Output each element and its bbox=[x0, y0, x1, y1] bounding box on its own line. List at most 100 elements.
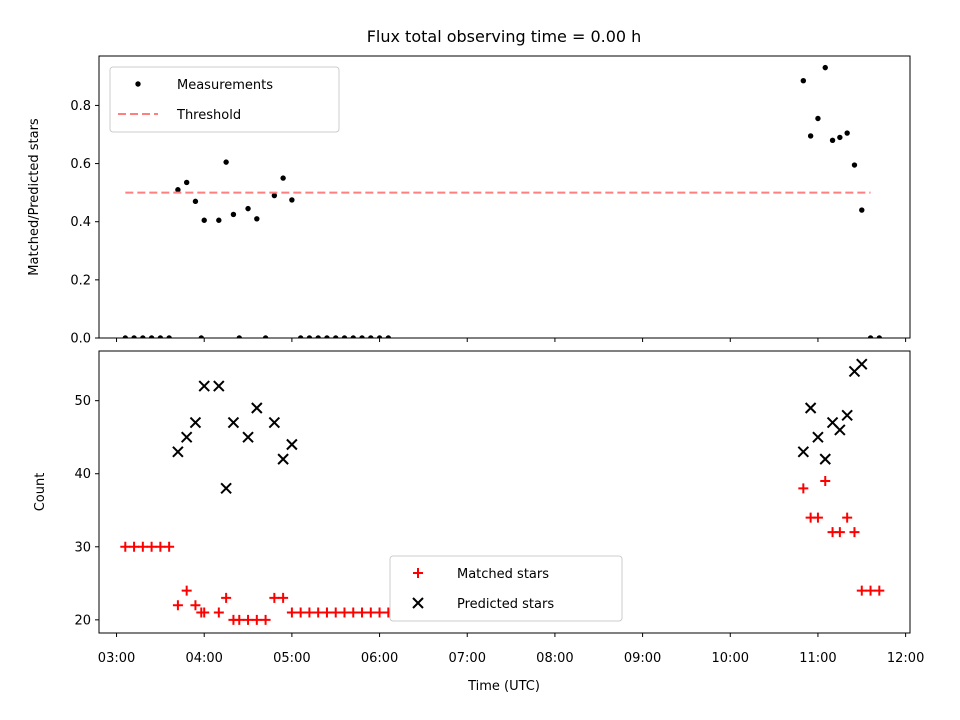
measurement-point bbox=[315, 335, 321, 338]
y-tick-label: 50 bbox=[74, 394, 91, 409]
matched-star-marker bbox=[234, 614, 245, 625]
measurement-point bbox=[876, 335, 883, 338]
measurement-point bbox=[198, 335, 204, 338]
legend-label: Measurements bbox=[177, 78, 273, 93]
matched-star-marker bbox=[190, 600, 201, 611]
x-tick-label: 08:00 bbox=[536, 651, 573, 666]
measurement-point bbox=[140, 335, 146, 338]
legend-box bbox=[389, 555, 623, 622]
matched-star-marker bbox=[278, 592, 289, 603]
predicted-star-marker bbox=[819, 453, 831, 465]
measurement-point bbox=[166, 335, 172, 338]
predicted-star-marker bbox=[251, 402, 263, 414]
x-axis-label: Time (UTC) bbox=[467, 679, 540, 694]
predicted-star-marker bbox=[286, 438, 298, 451]
measurement-point bbox=[350, 335, 356, 338]
matched-star-marker bbox=[260, 614, 271, 625]
y-axis-label: Count bbox=[33, 473, 48, 512]
matched-star-marker bbox=[313, 607, 324, 618]
x-tick-label: 05:00 bbox=[273, 651, 310, 666]
axes-frame bbox=[98, 55, 911, 339]
measurement-point bbox=[829, 137, 836, 144]
matched-star-marker bbox=[269, 592, 280, 603]
predicted-star-marker bbox=[797, 446, 810, 458]
y-tick-label: 0.2 bbox=[70, 273, 91, 288]
axes-frame bbox=[98, 350, 911, 634]
measurement-point bbox=[192, 198, 199, 205]
measurement-point bbox=[333, 335, 339, 338]
matched-star-marker bbox=[243, 614, 254, 625]
x-tick-label: 07:00 bbox=[449, 651, 486, 666]
measurement-point bbox=[131, 335, 137, 338]
predicted-star-marker bbox=[189, 416, 202, 429]
matched-star-marker bbox=[221, 592, 232, 603]
matched-star-marker bbox=[834, 527, 845, 538]
x-tick-label: 12:00 bbox=[887, 651, 924, 666]
predicted-star-marker bbox=[242, 431, 254, 443]
predicted-star-marker bbox=[180, 431, 193, 443]
measurement-point bbox=[306, 335, 313, 338]
measurement-point bbox=[216, 217, 222, 223]
matched-star-marker bbox=[849, 527, 860, 538]
y-tick-label: 30 bbox=[74, 540, 91, 555]
legend: Matched stars Predicted stars bbox=[389, 555, 623, 622]
predicted-star-marker bbox=[227, 416, 240, 429]
matched-star-marker bbox=[295, 607, 306, 618]
x-tick-label: 09:00 bbox=[624, 651, 661, 666]
matched-star-marker bbox=[357, 607, 368, 618]
measurement-point bbox=[254, 216, 260, 222]
y-tick-label: 0.0 bbox=[70, 332, 91, 347]
plot-area bbox=[120, 358, 885, 625]
matched-star-marker bbox=[129, 541, 140, 552]
matched-star-marker bbox=[339, 607, 350, 618]
x-tick-label: 06:00 bbox=[361, 651, 398, 666]
measurement-point bbox=[183, 179, 190, 186]
predicted-star-marker bbox=[198, 380, 210, 392]
legend-label: Threshold bbox=[176, 108, 241, 123]
predicted-star-marker bbox=[268, 416, 281, 429]
measurement-point bbox=[822, 64, 828, 71]
measurement-point bbox=[341, 335, 348, 338]
matched-star-marker bbox=[820, 476, 831, 487]
matched-star-marker bbox=[798, 483, 809, 494]
matched-star-marker bbox=[865, 585, 876, 596]
y-tick-label: 20 bbox=[74, 613, 91, 628]
matched-star-marker bbox=[286, 607, 297, 618]
matched-star-marker bbox=[164, 541, 175, 552]
predicted-star-marker bbox=[220, 482, 232, 495]
measurement-point bbox=[262, 335, 269, 338]
measurement-point bbox=[148, 335, 155, 338]
matched-star-marker bbox=[155, 541, 166, 552]
measurement-point bbox=[851, 162, 858, 168]
matched-star-marker bbox=[842, 512, 853, 523]
legend: Measurements Threshold bbox=[109, 66, 340, 133]
matched-star-marker bbox=[321, 607, 332, 618]
matched-star-marker bbox=[181, 585, 192, 596]
measurement-point bbox=[223, 159, 229, 165]
y-tick-label: 0.8 bbox=[70, 99, 91, 114]
plot-area bbox=[122, 64, 883, 338]
predicted-star-marker bbox=[812, 431, 824, 443]
predicted-star-marker bbox=[834, 424, 846, 436]
measurement-point bbox=[201, 217, 207, 223]
measurement-point bbox=[157, 335, 164, 338]
predicted-star-marker bbox=[841, 409, 853, 421]
measurement-point bbox=[175, 187, 181, 193]
x-tick-label: 10:00 bbox=[712, 651, 749, 666]
x-tick-label: 04:00 bbox=[185, 651, 222, 666]
measurement-point bbox=[230, 211, 237, 218]
matched-star-marker bbox=[120, 541, 131, 552]
measurement-point bbox=[867, 335, 874, 338]
matched-star-marker bbox=[146, 541, 157, 552]
matched-star-marker bbox=[874, 585, 885, 596]
matched-star-marker bbox=[330, 607, 341, 618]
measurement-point bbox=[245, 205, 251, 212]
legend-label: Matched stars bbox=[457, 567, 549, 582]
matched-star-marker bbox=[365, 607, 376, 618]
matched-star-marker bbox=[251, 614, 262, 625]
matched-star-marker bbox=[213, 607, 224, 618]
y-axis-label: Matched/Predicted stars bbox=[27, 118, 42, 276]
measurement-point bbox=[376, 335, 383, 338]
measurement-point bbox=[859, 207, 865, 213]
